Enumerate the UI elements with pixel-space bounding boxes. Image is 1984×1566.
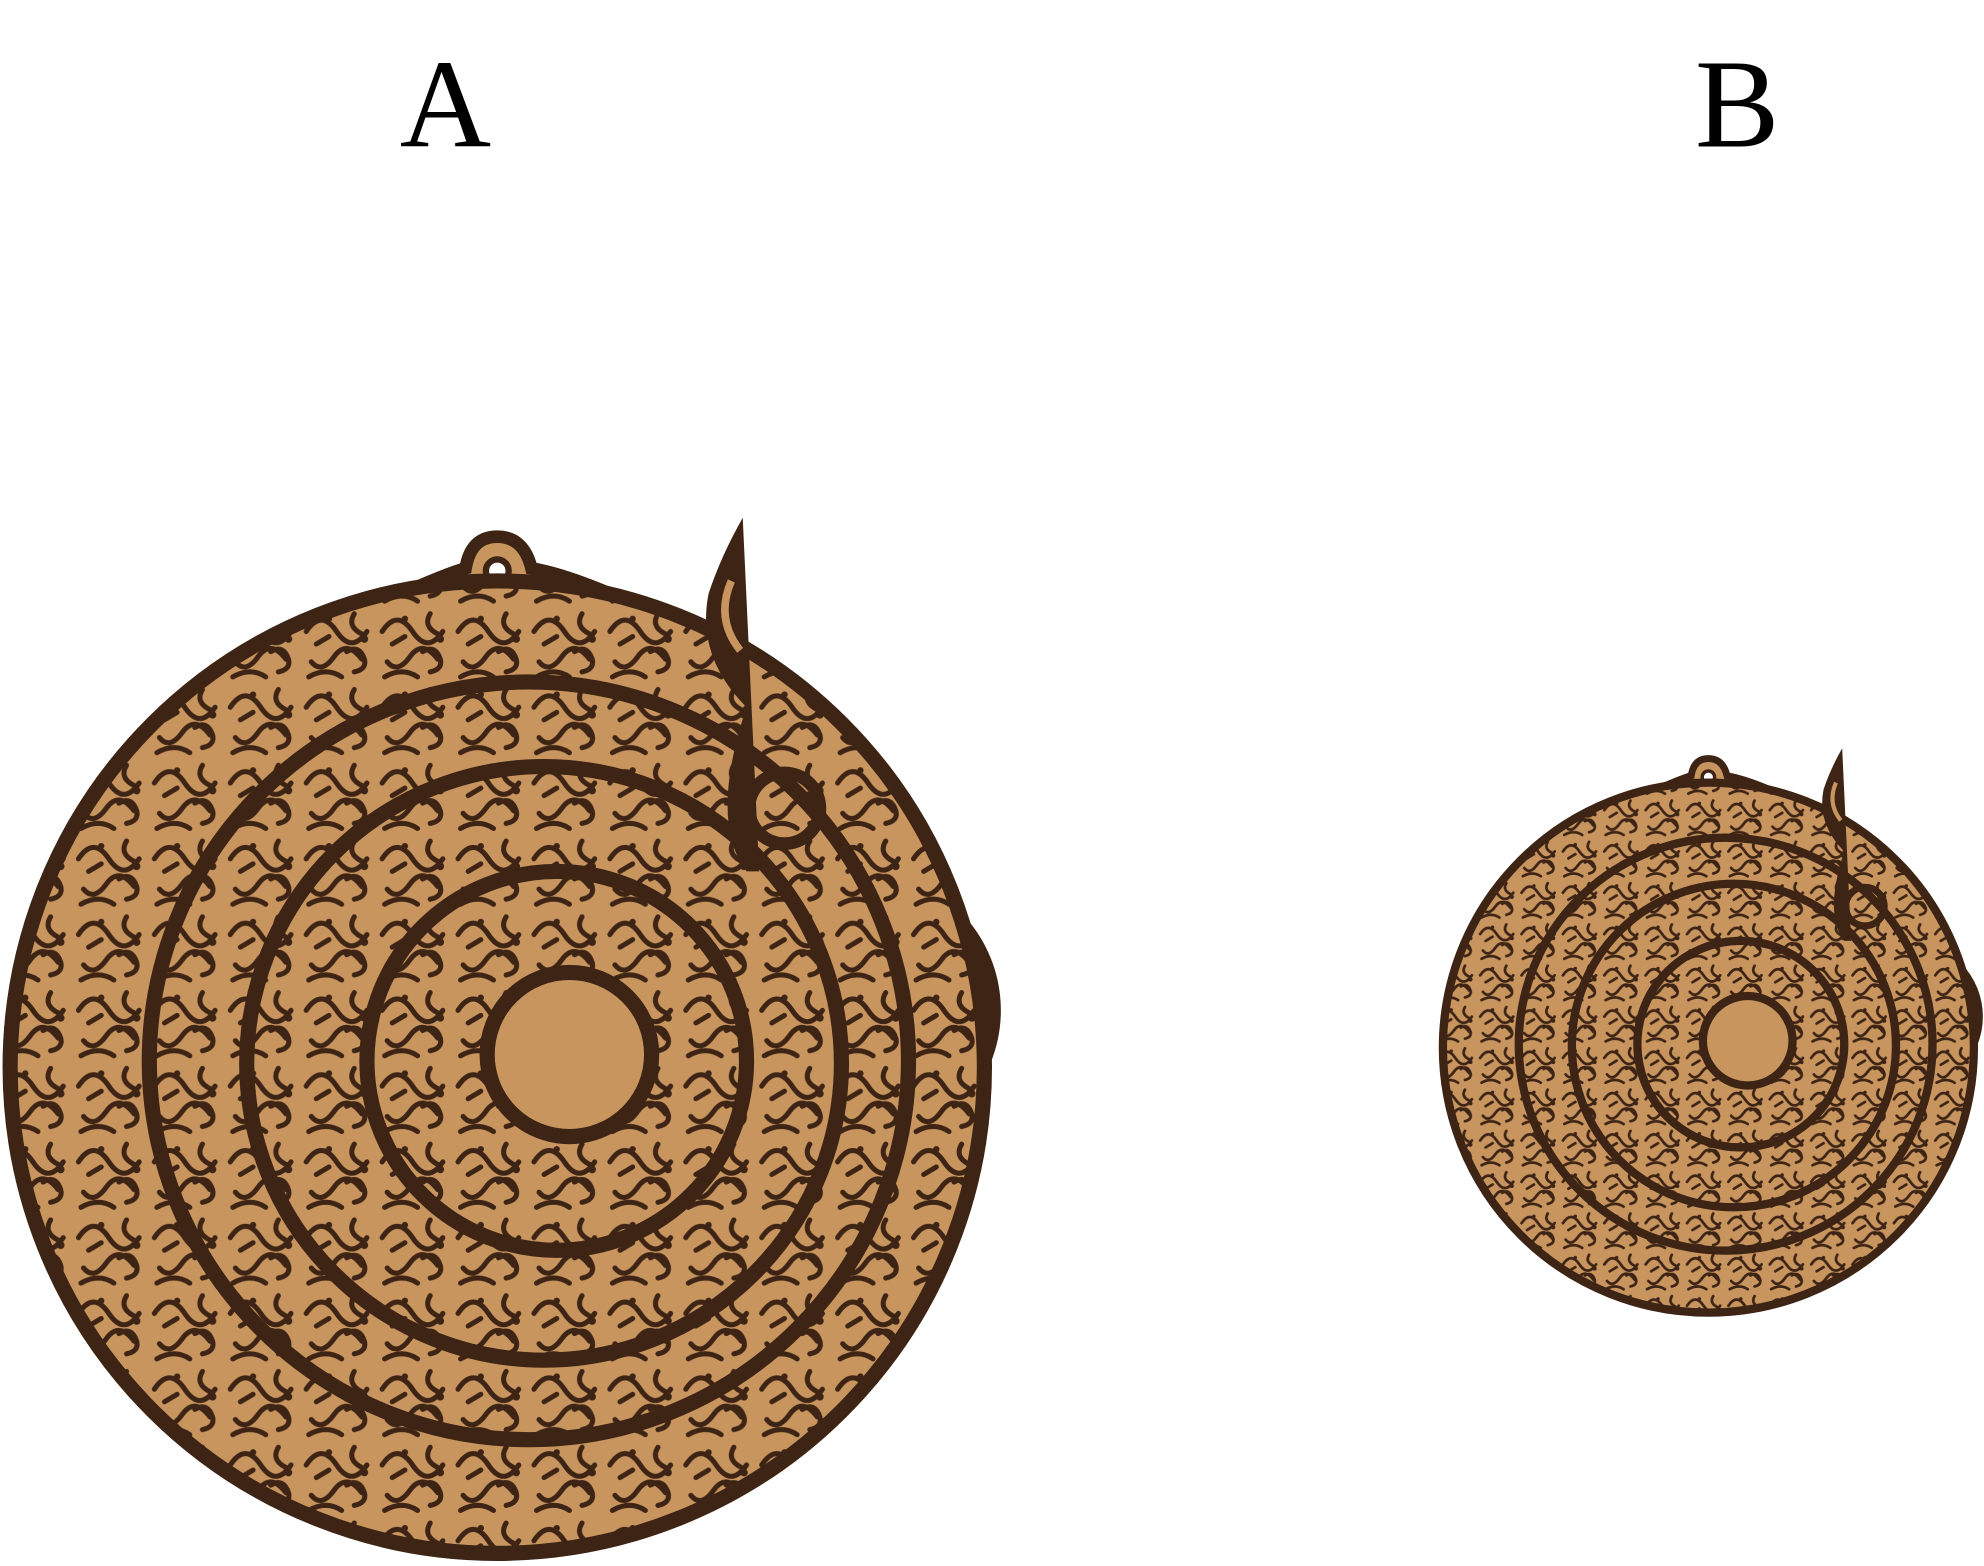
label-a: A	[400, 35, 491, 175]
ornament-a	[10, 518, 993, 1554]
ornament-b	[1443, 748, 1979, 1312]
label-b: B	[1695, 35, 1779, 175]
